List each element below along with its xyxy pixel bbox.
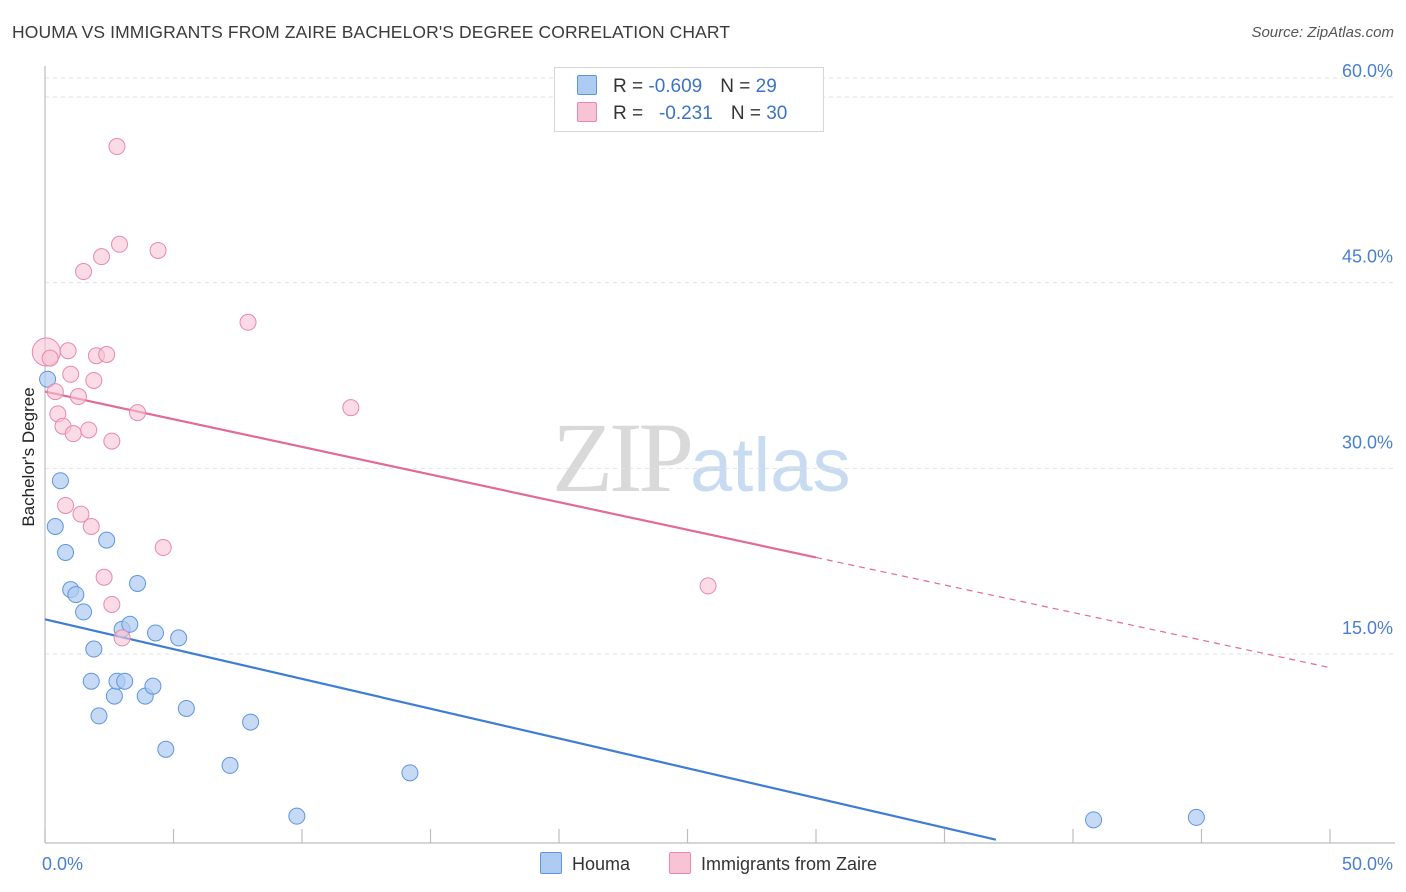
- zaire-point: [80, 421, 98, 439]
- houma-n-value: 29: [755, 76, 777, 97]
- houma-r-value: -0.609: [648, 76, 703, 97]
- trend-lines: [44, 390, 1331, 841]
- houma-point: [157, 740, 175, 758]
- zaire-point: [98, 345, 116, 363]
- zaire-point: [59, 342, 77, 360]
- houma-point: [116, 672, 134, 690]
- zaire-point: [85, 371, 103, 389]
- houma-point: [67, 586, 85, 604]
- houma-point: [144, 677, 162, 695]
- zaire-swatch: [577, 102, 597, 122]
- zaire-point: [72, 505, 90, 523]
- houma-point: [90, 707, 108, 725]
- zaire-point: [41, 349, 59, 367]
- data-points: [31, 138, 1205, 829]
- legend-row-zaire: R = -0.231 N = 30: [577, 102, 787, 126]
- houma-n-label: N =: [720, 76, 756, 97]
- watermark-zip: ZIP: [552, 402, 694, 513]
- correlation-legend: R = -0.609 N = 29 R = -0.231 N = 30: [554, 67, 824, 132]
- houma-point: [75, 603, 93, 621]
- zaire-point: [75, 263, 93, 281]
- x-tick-label: 0.0%: [42, 854, 83, 874]
- houma-trend-line: [44, 618, 997, 841]
- zaire-point: [103, 432, 121, 450]
- houma-point: [221, 756, 239, 774]
- houma-point: [39, 370, 57, 388]
- houma-point: [1085, 811, 1103, 829]
- houma-point: [129, 574, 147, 592]
- zaire-point: [113, 629, 131, 647]
- zaire-point: [239, 313, 257, 331]
- houma-point: [170, 629, 188, 647]
- houma-point: [121, 615, 139, 633]
- houma-r-label: R =: [613, 76, 649, 97]
- zaire-point: [342, 399, 360, 417]
- zaire-point: [64, 425, 82, 443]
- houma-point: [1187, 808, 1205, 826]
- zaire-point: [62, 365, 80, 383]
- houma-point: [82, 672, 100, 690]
- zaire-trend-line: [44, 390, 817, 559]
- houma-point: [51, 472, 69, 490]
- y-tick-label: 45.0%: [1342, 247, 1393, 267]
- zaire-trend-extension: [815, 556, 1331, 669]
- zaire-point: [111, 235, 129, 253]
- tick-labels: 15.0% 30.0% 45.0% 60.0% 0.0% 50.0% Bachelor's …: [19, 61, 1393, 874]
- houma-legend-label: Houma: [572, 854, 631, 874]
- houma-point: [242, 713, 260, 731]
- zaire-point: [108, 138, 126, 156]
- zaire-legend-swatch: [669, 852, 691, 874]
- houma-legend-swatch: [540, 852, 562, 874]
- zaire-point: [103, 595, 121, 613]
- zaire-point: [149, 241, 167, 259]
- zaire-point: [93, 248, 111, 266]
- bottom-legend-zaire: Immigrants from Zaire: [669, 852, 877, 875]
- houma-point: [288, 807, 306, 825]
- zaire-point: [46, 383, 64, 401]
- zaire-point: [129, 404, 147, 422]
- gridlines: [45, 77, 1395, 655]
- zaire-r-value: -0.231: [658, 103, 713, 124]
- houma-point: [98, 531, 116, 549]
- zaire-point: [95, 568, 113, 586]
- zaire-point: [154, 539, 172, 557]
- zaire-point: [82, 518, 100, 536]
- y-axis-title: Bachelor's Degree: [19, 387, 38, 526]
- bottom-legend-houma: Houma: [540, 852, 630, 875]
- zaire-r-label: R =: [613, 103, 649, 124]
- houma-point: [401, 764, 419, 782]
- zaire-n-value: 30: [766, 103, 788, 124]
- houma-point: [85, 640, 103, 658]
- houma-point: [105, 687, 123, 705]
- houma-point: [57, 544, 75, 562]
- zaire-n-label: N =: [730, 103, 767, 124]
- chart-title: HOUMA VS IMMIGRANTS FROM ZAIRE BACHELOR'…: [12, 22, 731, 42]
- watermark-atlas: atlas: [690, 423, 851, 508]
- chart-source: Source: ZipAtlas.com: [1251, 24, 1394, 41]
- houma-point: [147, 624, 165, 642]
- axes: [44, 66, 1395, 844]
- zaire-point: [69, 388, 87, 406]
- y-tick-label: 15.0%: [1342, 618, 1393, 638]
- y-tick-label: 30.0%: [1342, 432, 1393, 452]
- zaire-legend-label: Immigrants from Zaire: [701, 854, 878, 874]
- x-tick-label: 50.0%: [1342, 854, 1393, 874]
- houma-swatch: [577, 75, 597, 95]
- houma-point: [177, 699, 195, 717]
- y-tick-label: 60.0%: [1342, 61, 1393, 81]
- legend-row-houma: R = -0.609 N = 29: [577, 75, 777, 99]
- zaire-point: [57, 496, 75, 514]
- watermark: ZIPatlas: [552, 400, 851, 515]
- zaire-point: [699, 577, 717, 595]
- houma-point: [46, 518, 64, 536]
